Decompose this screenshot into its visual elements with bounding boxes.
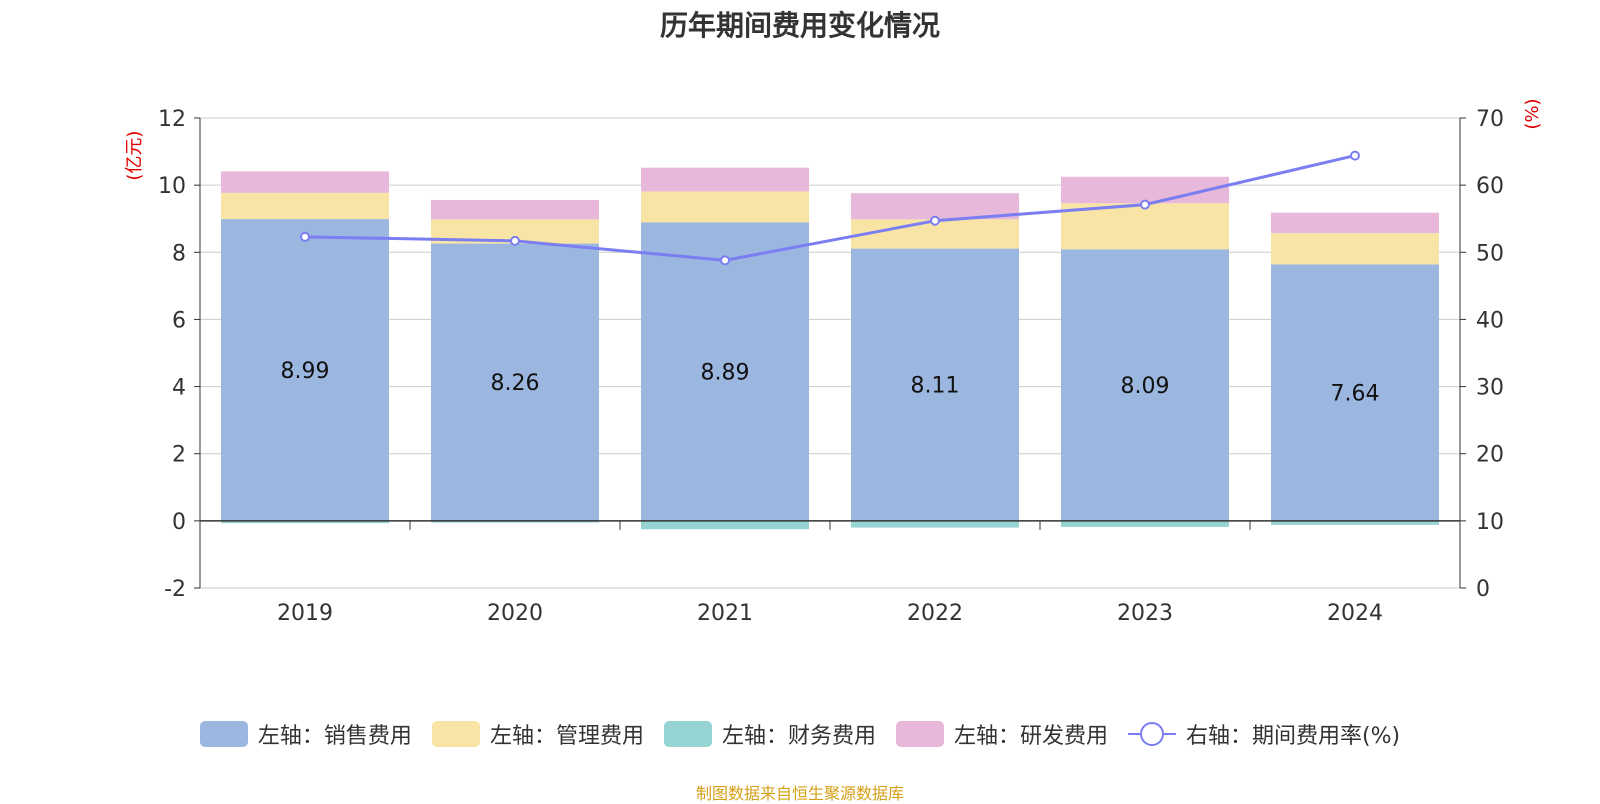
chart-legend: 左轴：销售费用 左轴：管理费用 左轴：财务费用 左轴：研发费用 右轴：期间费用率(%)	[0, 719, 1600, 749]
bar-1-2024	[1271, 264, 1439, 521]
x-tick-label: 2020	[487, 601, 543, 626]
bar-4-2024	[1271, 212, 1439, 234]
legend-item[interactable]: 右轴：期间费用率(%)	[1127, 718, 1401, 750]
y-right-tick-label: 60	[1476, 174, 1504, 199]
line-series-rate	[304, 154, 1356, 262]
bar-1-2020	[431, 243, 599, 521]
line-point-2020	[510, 235, 520, 246]
bar-1-2021	[641, 222, 809, 521]
legend-swatch	[663, 721, 712, 747]
legend-label: 左轴：研发费用	[953, 724, 1108, 749]
bar-1-2019	[221, 219, 389, 521]
y-left-tick-label: 6	[172, 308, 186, 333]
bar-3-2023	[1061, 520, 1229, 527]
y-left-tick-label: 0	[172, 510, 186, 535]
bar-data-label: 8.26	[491, 371, 540, 396]
x-tick-label: 2023	[1117, 601, 1173, 626]
y-left-tick-label: 8	[172, 241, 186, 266]
x-tick-label: 2022	[907, 601, 963, 626]
legend-label: 左轴：销售费用	[257, 724, 412, 749]
bar-data-label: 7.64	[1331, 382, 1380, 407]
bar-2-2019	[221, 192, 389, 220]
legend-label: 右轴：期间费用率(%)	[1185, 724, 1401, 749]
y-left-tick-label: 12	[158, 107, 186, 132]
legend-item[interactable]: 左轴：管理费用	[431, 718, 644, 750]
y-right-tick-label: 30	[1476, 376, 1504, 401]
y-right-tick-label: 50	[1476, 241, 1504, 266]
bar-1-2022	[851, 248, 1019, 521]
y-left-tick-label: 2	[172, 443, 186, 468]
y-right-tick-label: 0	[1476, 577, 1490, 602]
bar-data-label: 8.11	[911, 374, 960, 399]
legend-item[interactable]: 左轴：销售费用	[199, 718, 412, 750]
y-right-axis-label: (%)	[1522, 98, 1543, 129]
y-left-tick-label: -2	[164, 577, 186, 602]
line-point-2022	[930, 215, 940, 226]
y-left-tick-label: 4	[172, 376, 186, 401]
bar-4-2021	[641, 167, 809, 192]
legend-label: 左轴：管理费用	[489, 724, 644, 749]
line-point-2024	[1350, 150, 1360, 161]
bar-3-2020	[431, 520, 599, 523]
legend-swatch	[199, 721, 248, 747]
bar-3-2022	[851, 520, 1019, 528]
bar-2-2024	[1271, 233, 1439, 265]
bar-1-2023	[1061, 249, 1229, 521]
y-right-tick-label: 20	[1476, 443, 1504, 468]
legend-item[interactable]: 左轴：财务费用	[663, 718, 876, 750]
legend-label: 左轴：财务费用	[721, 724, 876, 749]
legend-swatch	[431, 721, 480, 747]
bar-2-2021	[641, 191, 809, 223]
line-point-2019	[300, 231, 310, 242]
bar-data-label: 8.89	[701, 361, 750, 386]
bar-3-2024	[1271, 520, 1439, 525]
bar-data-label: 8.09	[1121, 374, 1170, 399]
line-point-2021	[720, 255, 730, 266]
bar-data-label: 8.99	[281, 359, 330, 384]
bar-3-2021	[641, 520, 809, 530]
bar-4-2020	[431, 199, 599, 220]
legend-item[interactable]: 左轴：研发费用	[895, 718, 1108, 750]
y-right-tick-label: 40	[1476, 308, 1504, 333]
legend-swatch	[895, 721, 944, 747]
x-tick-label: 2024	[1327, 601, 1383, 626]
y-left-axis-label: (亿元)	[124, 131, 145, 181]
legend-line-symbol	[1127, 721, 1176, 747]
x-tick-label: 2021	[697, 601, 753, 626]
bar-3-2019	[221, 520, 389, 524]
y-left-tick-label: 10	[158, 174, 186, 199]
x-tick-label: 2019	[277, 601, 333, 626]
bar-2-2023	[1061, 203, 1229, 250]
line-point-2023	[1140, 199, 1150, 210]
chart-title: 历年期间费用变化情况	[659, 9, 940, 42]
bar-4-2019	[221, 171, 389, 193]
source-note: 制图数据来自恒生聚源数据库	[695, 784, 904, 803]
y-right-tick-label: 10	[1476, 510, 1504, 535]
y-right-tick-label: 70	[1476, 107, 1504, 132]
